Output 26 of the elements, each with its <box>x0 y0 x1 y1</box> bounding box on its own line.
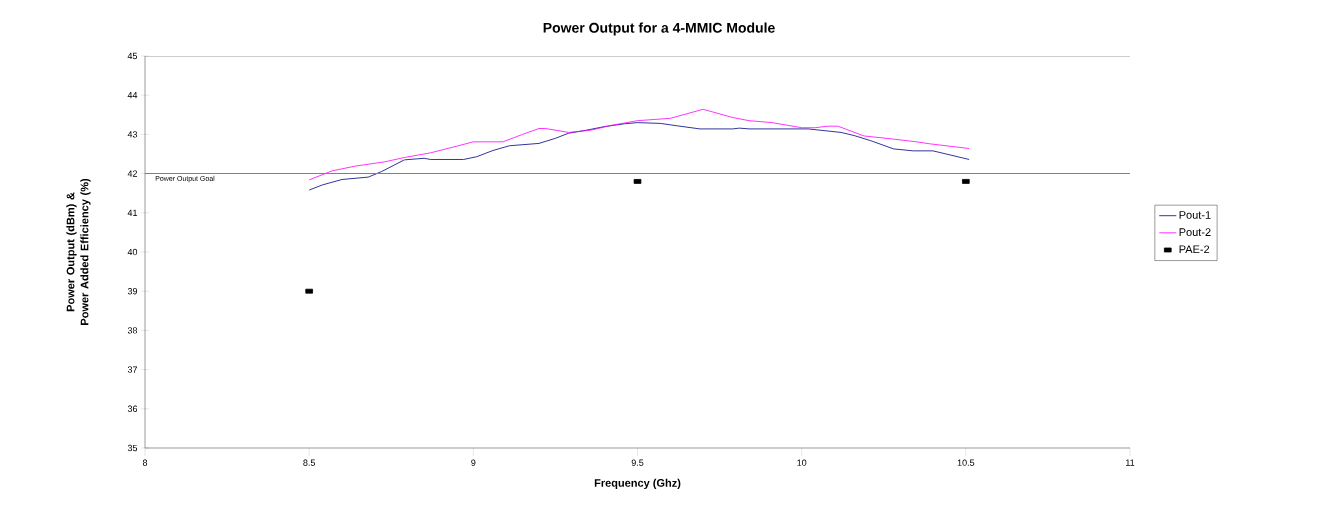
chart-title: Power Output for a 4-MMIC Module <box>543 22 775 36</box>
x-axis-title: Frequency (Ghz) <box>594 478 681 490</box>
y-axis-title: Power Output (dBm) & Power Added Efficiency (%) <box>66 178 91 325</box>
x-tick-label: 8.5 <box>303 459 316 466</box>
y-tick-label: 41 <box>127 209 138 216</box>
y-tick-label: 37 <box>127 366 138 373</box>
y-tick-label: 44 <box>127 92 138 99</box>
x-tick-label: 10.5 <box>957 459 975 466</box>
y-tick-label: 40 <box>127 248 138 256</box>
y-tick-label: 42 <box>127 170 138 177</box>
x-tick-label: 9.5 <box>631 459 644 466</box>
legend-label: PAE-2 <box>1179 245 1210 254</box>
x-tick-label: 9 <box>471 459 476 466</box>
x-tick-label: 11 <box>1126 459 1135 466</box>
y-tick-label: 39 <box>127 288 138 295</box>
y-tick-label: 36 <box>127 405 138 412</box>
line-series <box>308 122 970 191</box>
x-tick-label: 8 <box>142 459 148 466</box>
legend-label: Pout-1 <box>1179 211 1211 219</box>
y-tick-label: 45 <box>127 52 138 60</box>
line-series <box>308 108 970 181</box>
legend-label: Pout-2 <box>1179 228 1211 237</box>
y-tick-label: 35 <box>127 444 138 452</box>
y-tick-label: 38 <box>127 327 138 334</box>
y-tick-label: 43 <box>127 131 138 138</box>
x-tick-label: 10 <box>797 459 807 466</box>
